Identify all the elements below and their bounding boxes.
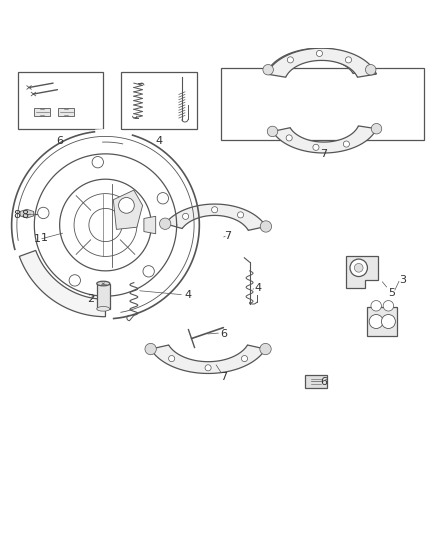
Ellipse shape — [97, 281, 110, 286]
Circle shape — [369, 314, 383, 328]
Circle shape — [346, 57, 352, 63]
Polygon shape — [268, 48, 371, 74]
Circle shape — [287, 57, 293, 63]
Text: 7: 7 — [224, 231, 231, 241]
Text: 1: 1 — [34, 235, 41, 245]
Polygon shape — [346, 256, 378, 288]
Polygon shape — [113, 190, 143, 229]
Polygon shape — [151, 345, 265, 374]
Circle shape — [212, 207, 218, 213]
Text: 6: 6 — [220, 329, 227, 339]
Circle shape — [381, 314, 396, 328]
Circle shape — [92, 157, 103, 168]
Bar — [367, 306, 397, 336]
Circle shape — [350, 259, 367, 277]
Bar — [305, 375, 327, 388]
Circle shape — [241, 356, 247, 362]
Circle shape — [286, 135, 292, 141]
Text: 2: 2 — [87, 294, 94, 304]
Circle shape — [267, 126, 278, 136]
Text: 1: 1 — [41, 233, 48, 243]
Polygon shape — [144, 216, 155, 234]
Text: 3: 3 — [399, 274, 406, 285]
Circle shape — [159, 218, 171, 229]
Bar — [58, 108, 74, 116]
Circle shape — [371, 124, 382, 134]
Text: 4: 4 — [255, 284, 262, 293]
Text: 4: 4 — [155, 135, 162, 146]
Text: 6: 6 — [56, 135, 63, 146]
Circle shape — [169, 356, 175, 362]
Text: 7: 7 — [320, 149, 327, 159]
Circle shape — [343, 141, 350, 147]
Text: 5: 5 — [388, 288, 395, 298]
Polygon shape — [165, 204, 266, 230]
Bar — [18, 72, 103, 129]
Circle shape — [183, 213, 189, 220]
Ellipse shape — [97, 306, 110, 311]
Circle shape — [143, 265, 154, 277]
Text: 6: 6 — [320, 377, 327, 387]
Circle shape — [313, 144, 319, 150]
Circle shape — [237, 212, 244, 218]
Circle shape — [263, 64, 273, 75]
Bar — [221, 68, 424, 140]
Circle shape — [69, 274, 81, 286]
Circle shape — [205, 365, 211, 371]
Circle shape — [145, 343, 156, 355]
Circle shape — [157, 192, 169, 204]
Bar — [97, 284, 110, 309]
Bar — [34, 108, 50, 116]
Polygon shape — [272, 126, 377, 153]
Text: 7: 7 — [220, 372, 227, 382]
Circle shape — [119, 198, 134, 213]
Circle shape — [316, 51, 322, 56]
Polygon shape — [267, 48, 376, 77]
Circle shape — [260, 221, 272, 232]
Circle shape — [383, 301, 394, 311]
Polygon shape — [19, 251, 106, 317]
Text: 8: 8 — [14, 210, 21, 220]
Text: 4: 4 — [185, 290, 192, 300]
Polygon shape — [20, 209, 34, 218]
Circle shape — [371, 301, 381, 311]
Bar — [121, 72, 197, 129]
Circle shape — [365, 64, 376, 75]
Circle shape — [38, 207, 49, 219]
Circle shape — [354, 263, 363, 272]
Text: 8: 8 — [21, 210, 28, 220]
Circle shape — [260, 343, 271, 355]
